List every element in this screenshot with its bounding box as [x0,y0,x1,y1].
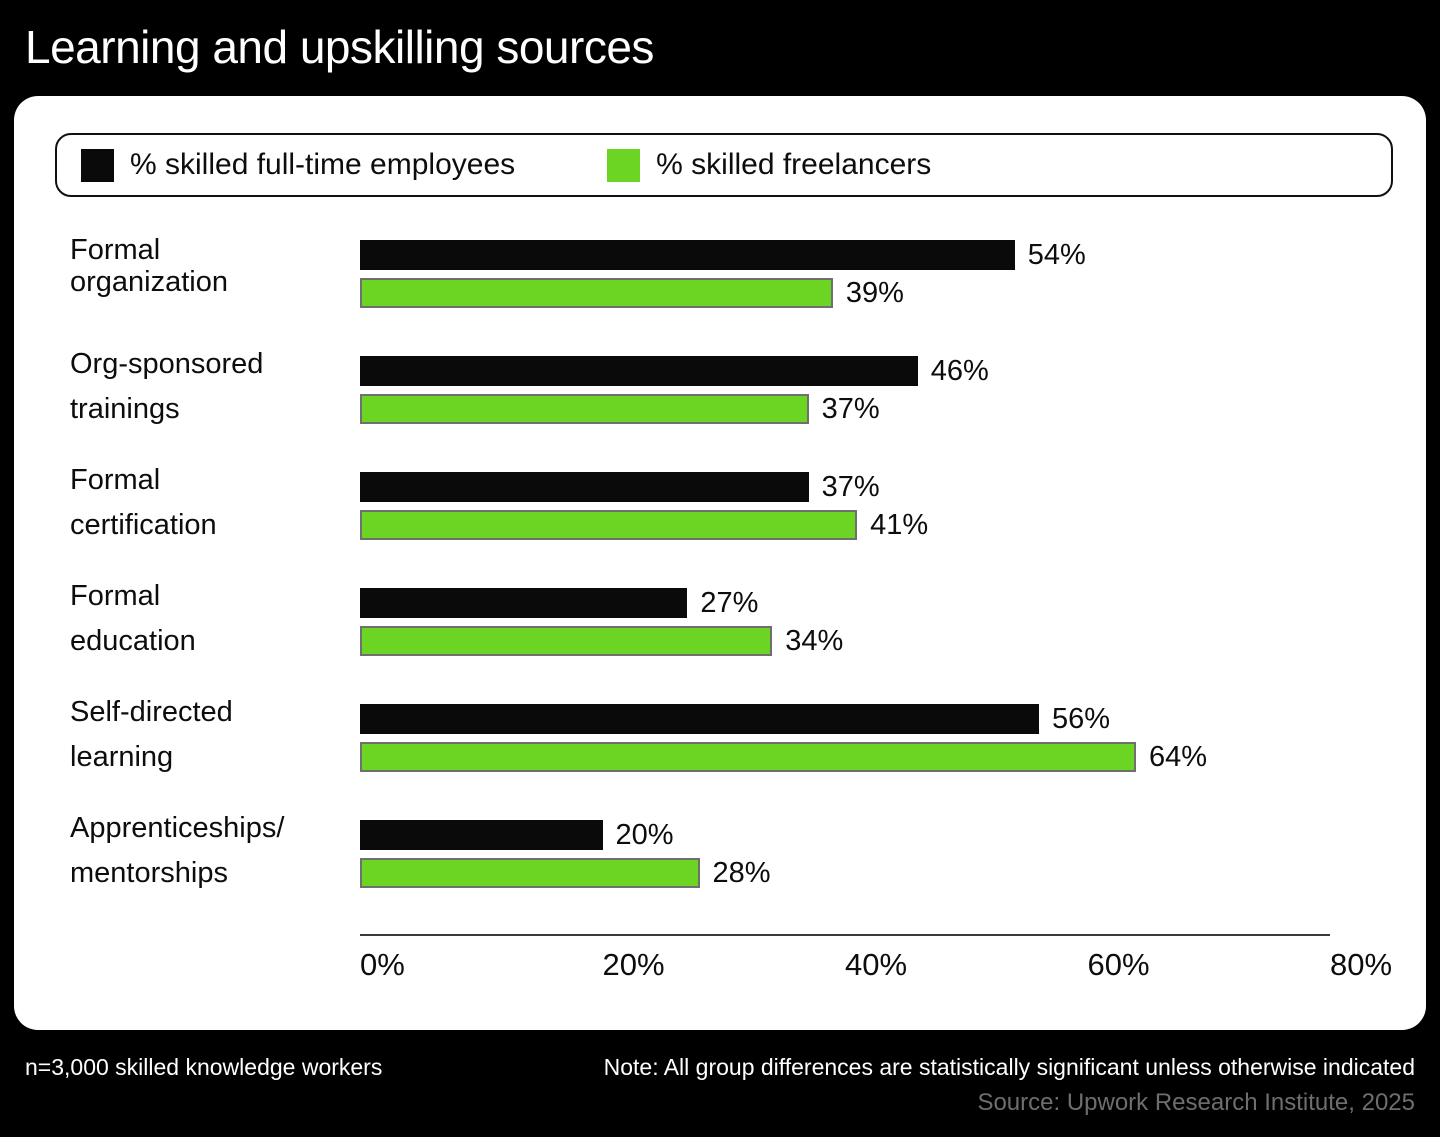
chart-row: Apprenticeships/ mentorships 20% 28% [70,798,1330,914]
bar-line-full-time: 54% [360,238,1330,271]
bar-full-time [360,588,688,618]
chart-row: Formal education 27% 34% [70,566,1330,682]
value-label: 27% [700,586,759,619]
bar-group: 56% 64% [360,682,1330,798]
bar-line-freelancers: 34% [360,624,1330,657]
bar-group: 54% 39% [360,218,1330,334]
chart-card: % skilled full-time employees % skilled … [14,96,1426,1030]
chart-row: Self-directed learning 56% 64% [70,682,1330,798]
x-axis-ticks: 0% 20% 40% 60% 80% [360,947,1392,989]
category-label: Org-sponsored trainings [70,348,264,425]
bar-line-full-time: 20% [360,818,1330,851]
category-label: Formal organization [70,234,228,298]
category-label: Apprenticeships/ mentorships [70,812,285,889]
bar-line-full-time: 27% [360,586,1330,619]
chart-row: Org-sponsored trainings 46% 37% [70,334,1330,450]
chart-rows: Formal organization 54% 39% Org-sponsore… [70,218,1330,914]
bar-line-full-time: 46% [360,354,1330,387]
bar-freelancers [360,858,700,888]
value-label: 41% [870,508,929,541]
chart-row: Formal certification 37% 41% [70,450,1330,566]
legend: % skilled full-time employees % skilled … [55,133,1393,197]
page-title: Learning and upskilling sources [25,21,654,73]
bar-group: 46% 37% [360,334,1330,450]
category-label: Self-directed learning [70,696,233,773]
value-label: 64% [1149,740,1208,773]
bar-group: 37% 41% [360,450,1330,566]
x-tick: 60% [1087,947,1150,982]
x-tick: 40% [845,947,908,982]
bar-freelancers [360,510,858,540]
value-label: 37% [821,470,880,503]
bar-line-freelancers: 37% [360,392,1330,425]
legend-swatch-full-time [81,148,114,182]
bar-group: 27% 34% [360,566,1330,682]
bar-full-time [360,356,918,386]
bar-freelancers [360,742,1136,772]
legend-item-freelancers: % skilled freelancers [607,148,931,182]
chart-row: Formal organization 54% 39% [70,218,1330,334]
bar-full-time [360,240,1015,270]
bar-line-full-time: 37% [360,470,1330,503]
x-axis-line [360,934,1330,936]
sample-size-label: n=3,000 skilled knowledge workers [25,1054,383,1080]
value-label: 34% [785,624,844,657]
bar-line-freelancers: 39% [360,276,1330,309]
bar-full-time [360,820,603,850]
x-tick: 0% [360,947,405,982]
legend-item-full-time: % skilled full-time employees [81,148,515,182]
category-label: Formal certification [70,464,217,541]
x-tick: 20% [602,947,665,982]
source-label: Source: Upwork Research Institute, 2025 [977,1089,1415,1116]
legend-label: % skilled full-time employees [130,148,516,181]
legend-label: % skilled freelancers [656,148,932,181]
bar-line-full-time: 56% [360,702,1330,735]
footer: n=3,000 skilled knowledge workers Note: … [25,1054,1415,1081]
value-label: 46% [930,354,989,387]
value-label: 39% [845,276,904,309]
value-label: 20% [615,818,674,851]
x-axis: 0% 20% 40% 60% 80% [360,934,1392,989]
category-label: Formal education [70,580,196,657]
bar-line-freelancers: 28% [360,856,1330,889]
bar-line-freelancers: 41% [360,508,1330,541]
bar-freelancers [360,278,833,308]
bar-full-time [360,472,809,502]
value-label: 28% [712,856,771,889]
x-tick: 80% [1330,947,1393,982]
bar-full-time [360,704,1039,734]
bar-freelancers [360,394,809,424]
value-label: 54% [1027,238,1086,271]
note-label: Note: All group differences are statisti… [603,1054,1415,1080]
value-label: 37% [821,392,880,425]
bar-line-freelancers: 64% [360,740,1330,773]
bar-freelancers [360,626,773,656]
value-label: 56% [1052,702,1111,735]
bar-group: 20% 28% [360,798,1330,914]
legend-swatch-freelancers [607,148,641,182]
